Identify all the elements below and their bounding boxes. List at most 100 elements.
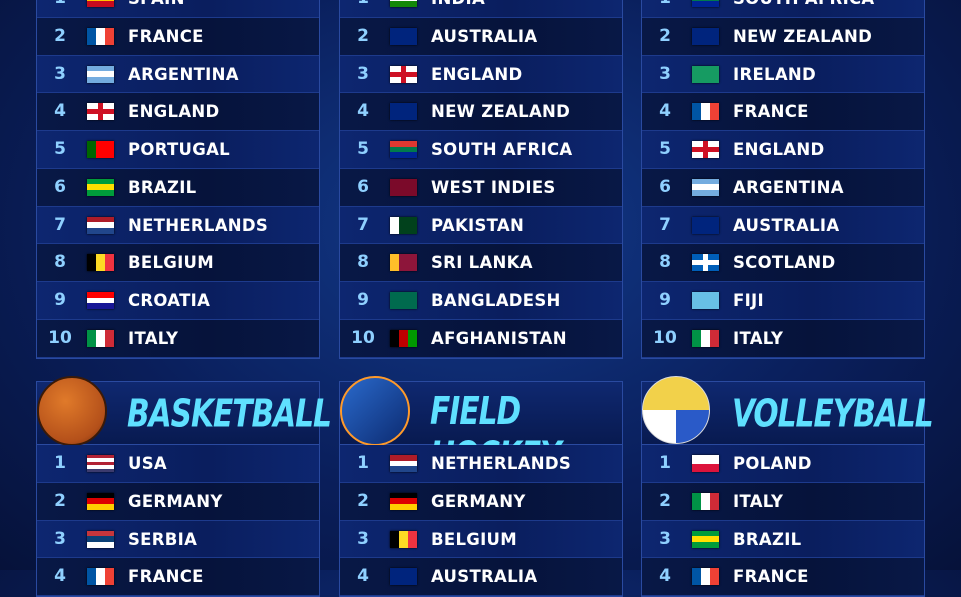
rank: 6 (357, 176, 369, 197)
sport-icon (340, 376, 410, 446)
rank: 4 (54, 566, 66, 587)
flag-stripe (390, 292, 417, 309)
flag-stripe (96, 568, 105, 586)
flag-stripe (390, 492, 417, 499)
rank: 6 (659, 176, 671, 197)
country: ITALY (733, 328, 784, 348)
flag (390, 103, 417, 121)
rank: 3 (54, 63, 66, 84)
country: USA (128, 454, 167, 473)
rank: 1 (357, 453, 369, 473)
flag-stripe (701, 568, 710, 586)
flag-stripe (105, 141, 114, 158)
flag-stripe (692, 65, 719, 83)
flag (87, 216, 114, 234)
ranking-row: 3 BELGIUM (340, 520, 622, 559)
country: AUSTRALIA (431, 26, 538, 46)
flag-stripe (390, 455, 417, 461)
flag (390, 27, 417, 45)
ranking-row: 7 AUSTRALIA (642, 206, 924, 245)
flag-stripe (87, 178, 114, 185)
rank: 4 (659, 566, 671, 587)
flag-stripe (87, 465, 114, 469)
country: ENGLAND (431, 64, 523, 84)
country: ITALY (733, 491, 784, 511)
country: NEW ZEALAND (733, 26, 873, 46)
flag-stripe (96, 141, 105, 158)
rank: 2 (54, 25, 66, 46)
rank: 4 (54, 101, 66, 122)
flag-stripe (105, 568, 114, 586)
ranking-row: 3 BRAZIL (642, 520, 924, 559)
flag (87, 455, 114, 472)
rank: 1 (642, 0, 688, 17)
flag-stripe (87, 461, 114, 466)
ranking-row: 1 SPAIN (37, 0, 319, 18)
rank: 4 (357, 101, 369, 122)
flag-stripe (87, 190, 114, 196)
flag-stripe (390, 0, 417, 2)
rank: 9 (357, 290, 369, 310)
ranking-row: 4 FRANCE (642, 93, 924, 131)
ranking-row: 3 ARGENTINA (37, 55, 319, 94)
flag-stripe (710, 492, 719, 510)
ranking-row: 6 BRAZIL (37, 168, 319, 207)
ranking-row: 4 NEW ZEALAND (340, 93, 622, 131)
flag-stripe (87, 71, 114, 77)
flag (87, 530, 114, 548)
ranking-row: 3 IRELAND (642, 55, 924, 94)
flag-stripe (87, 458, 114, 462)
flag-stripe (692, 463, 719, 472)
flag-cross (692, 260, 719, 266)
flag-stripe (390, 152, 417, 158)
flag (390, 178, 417, 196)
rank: 1 (659, 453, 671, 473)
rank: 1 (54, 453, 66, 473)
rank: 7 (659, 214, 671, 235)
panel-header: FIELD HOCKEY (340, 376, 622, 478)
flag (390, 530, 417, 548)
ranking-panel: 1 INDIA 2 AUSTRALIA 3 ENGLAND 4 NEW ZEALAND 5 SOU… (339, 0, 623, 359)
ranking-row: 3 SERBIA (37, 520, 319, 559)
flag-stripe (692, 536, 719, 542)
flag (390, 254, 417, 272)
flag (87, 292, 114, 309)
flag (390, 292, 417, 309)
flag-stripe (96, 254, 105, 272)
country: IRELAND (733, 64, 817, 84)
country: ITALY (128, 328, 179, 348)
flag-stripe (87, 530, 114, 537)
ranking-row: 8 BELGIUM (37, 244, 319, 282)
country: NETHERLANDS (128, 215, 269, 235)
country: SRI LANKA (431, 253, 533, 273)
rank: 3 (357, 63, 369, 84)
rank: 1 (340, 0, 386, 17)
flag-stripe (87, 455, 114, 459)
flag (692, 0, 719, 7)
ranking-row: 4 FRANCE (37, 558, 319, 596)
country: AUSTRALIA (733, 215, 840, 235)
country: ENGLAND (733, 140, 825, 159)
flag-stripe (87, 227, 114, 234)
ranking-row: 1 POLAND (642, 445, 924, 483)
flag (692, 530, 719, 548)
flag-stripe (87, 536, 114, 542)
ranking-row: 1 SOUTH AFRICA (642, 0, 924, 18)
ranking-row: 5 SOUTH AFRICA (340, 131, 622, 169)
flag-stripe (701, 492, 710, 510)
flag-stripe (390, 103, 417, 121)
flag-stripe (692, 292, 719, 309)
country: SOUTH AFRICA (733, 0, 874, 17)
country: NETHERLANDS (431, 454, 572, 473)
flag-stripe (87, 541, 114, 548)
flag (87, 103, 114, 121)
rank: 1 (37, 0, 83, 17)
flag-stripe (692, 492, 701, 510)
country: FRANCE (733, 567, 809, 587)
flag-stripe (87, 504, 114, 510)
flag (692, 329, 719, 347)
panel-title: BASKETBALL (127, 391, 332, 436)
flag (692, 27, 719, 45)
flag (390, 216, 417, 234)
flag-stripe (87, 27, 96, 45)
